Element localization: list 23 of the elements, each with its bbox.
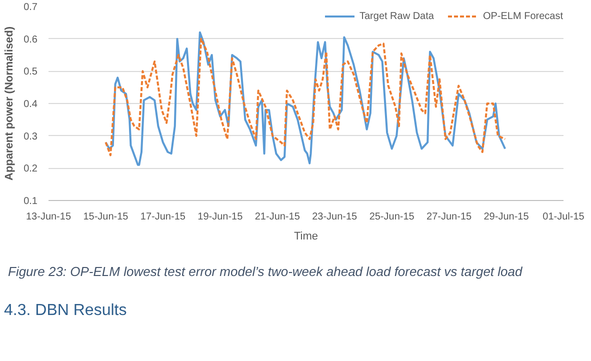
caption: Figure 23: OP-ELM lowest test error model’s two-week ahead load forecast vs target load [8, 263, 522, 281]
x-tick-label: 01-Jul-15 [542, 212, 585, 222]
legend-label: Target Raw Data [359, 10, 434, 22]
y-tick-label: 0.1 [24, 196, 38, 207]
x-tick-label: 15-Jun-15 [83, 212, 129, 222]
y-tick-label: 0.2 [24, 164, 38, 175]
y-tick-label: 0.7 [24, 2, 38, 13]
y-tick-label: 0.3 [24, 131, 38, 142]
x-tick-label: 21-Jun-15 [254, 212, 300, 222]
x-tick-label: 29-Jun-15 [484, 212, 530, 222]
x-tick-label: 17-Jun-15 [140, 212, 186, 222]
y-tick-label: 0.5 [24, 66, 38, 78]
x-tick-label: 23-Jun-15 [312, 212, 358, 222]
x-axis-title: Time [294, 230, 318, 242]
y-axis-title: Apparent power (Normalised) [4, 26, 16, 181]
legend-label: OP-ELM Forecast [482, 10, 563, 22]
x-tick-label: 13-Jun-15 [26, 212, 72, 222]
x-tick-label: 19-Jun-15 [198, 212, 244, 222]
x-tick-label: 25-Jun-15 [369, 212, 415, 222]
text: 4.3. DBN Results [4, 300, 127, 321]
y-tick-label: 0.6 [24, 34, 38, 46]
x-tick-label: 27-Jun-15 [426, 212, 472, 222]
y-tick-label: 0.4 [24, 99, 38, 110]
